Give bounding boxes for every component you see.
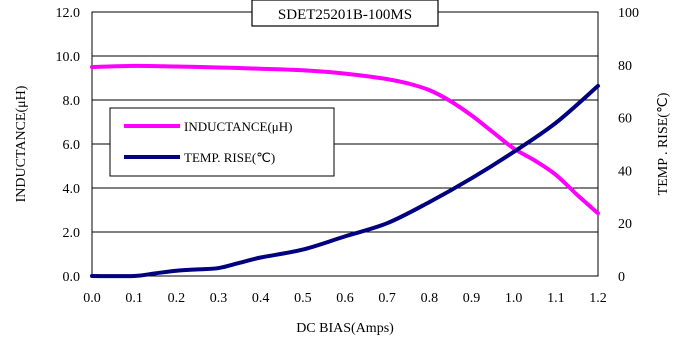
- y-tick-labels: 0.0 2.0 4.0 6.0 8.0 10.0 12.0: [56, 6, 81, 285]
- x-tick-label: 0.5: [294, 291, 312, 306]
- y-tick-label: 8.0: [63, 94, 81, 109]
- legend-label-inductance: INDUCTANCE(μH): [184, 119, 292, 134]
- y-right-tick-label: 60: [618, 112, 632, 127]
- y-tick-label: 0.0: [63, 270, 81, 285]
- y-tick-label: 10.0: [56, 50, 81, 65]
- y-right-axis-title: TEMP . RISE(℃): [656, 92, 671, 195]
- x-tick-label: 1.1: [547, 291, 565, 306]
- x-tick-label: 0.1: [125, 291, 143, 306]
- x-tick-label: 0.0: [83, 291, 101, 306]
- x-tick-label: 0.8: [421, 291, 439, 306]
- legend-frame: [109, 107, 335, 177]
- series-lines: [90, 63, 600, 279]
- chart-title-box: SDET25201B-100MS: [251, 0, 439, 27]
- x-tick-label: 1.0: [505, 291, 523, 306]
- series-line-inductance: [90, 63, 600, 216]
- title-frame: [251, 0, 439, 27]
- x-tick-label: 0.4: [252, 291, 270, 306]
- x-tick-label: 0.3: [210, 291, 228, 306]
- y-right-tick-label: 20: [618, 217, 632, 232]
- y-axis-title: INDUCTANCE(μH): [14, 85, 29, 202]
- x-tick-label: 0.2: [168, 291, 186, 306]
- x-tick-labels: 0.0 0.1 0.2 0.3 0.4 0.5 0.6 0.7 0.8 0.9 1.0 1.1 1.2: [83, 291, 607, 306]
- chart-title: SDET25201B-100MS: [278, 7, 412, 23]
- y-right-tick-label: 100: [618, 6, 639, 21]
- x-axis-title: DC BIAS(Amps): [296, 321, 394, 336]
- y-tick-label: 12.0: [56, 6, 81, 21]
- series-line-temp-rise: [90, 83, 600, 279]
- y-tick-label: 6.0: [63, 138, 81, 153]
- legend-label-temp-rise: TEMP. RISE(℃): [184, 150, 275, 165]
- x-tick-label: 0.6: [336, 291, 354, 306]
- x-tick-label: 0.9: [463, 291, 481, 306]
- x-tick-label: 0.7: [378, 291, 396, 306]
- legend: INDUCTANCE(μH) TEMP. RISE(℃): [109, 107, 335, 177]
- y-tick-label: 2.0: [63, 226, 81, 241]
- x-tick-label: 1.2: [589, 291, 607, 306]
- y-right-tick-labels: 0 20 40 60 80 100: [618, 6, 639, 285]
- y-right-tick-label: 0: [618, 270, 625, 285]
- y-tick-label: 4.0: [63, 182, 81, 197]
- y-right-tick-label: 40: [618, 164, 632, 179]
- y-right-tick-label: 80: [618, 59, 632, 74]
